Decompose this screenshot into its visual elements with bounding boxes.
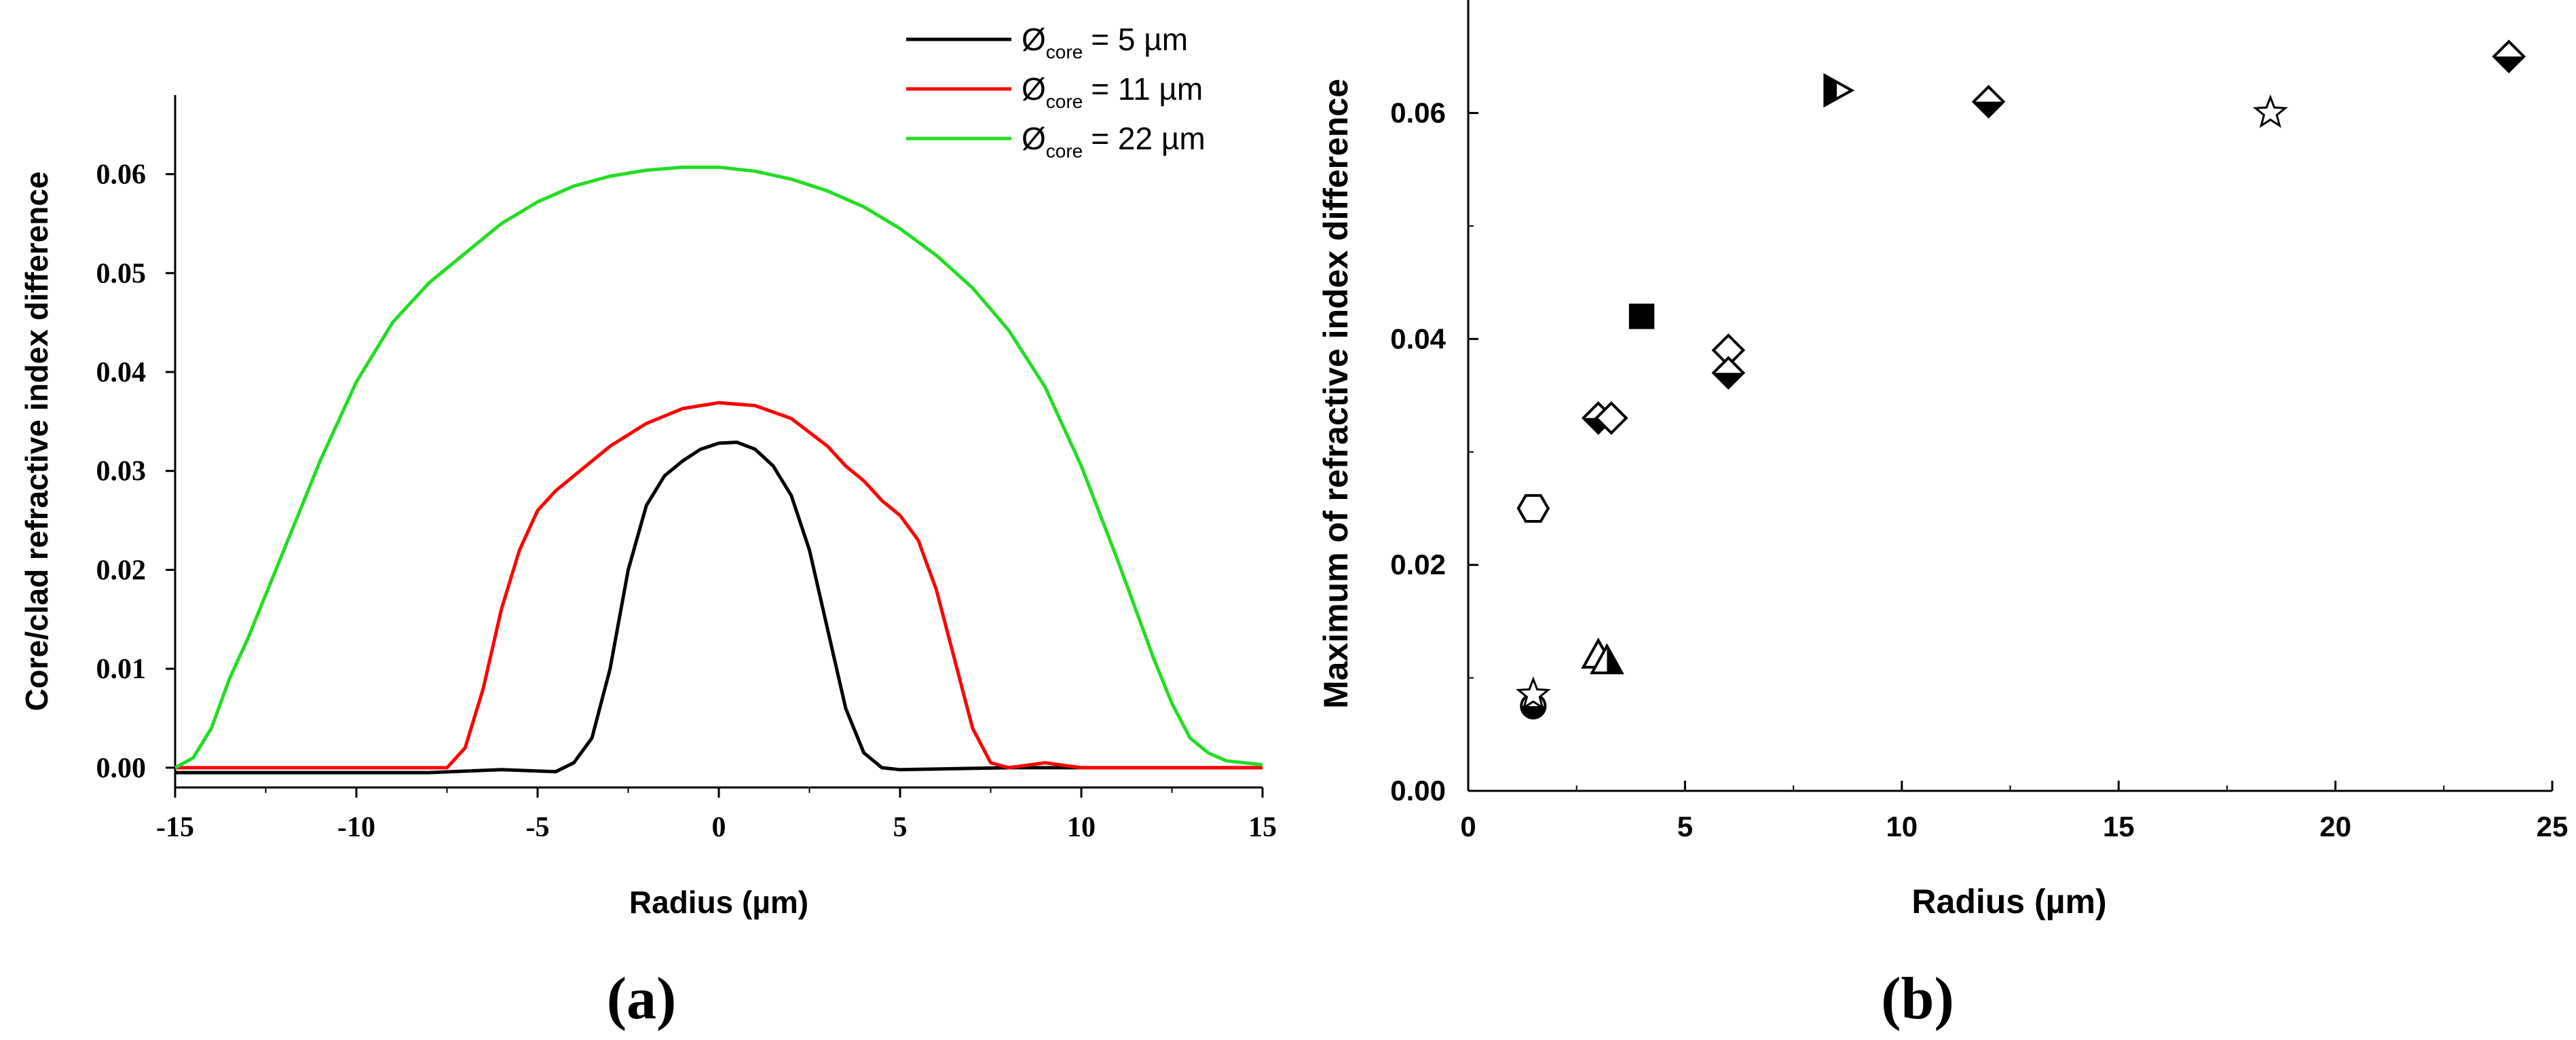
panel-a-label: (a) <box>607 966 677 1032</box>
panel-a-legend: Øcore = 5 µm Øcore = 11 µm Øcore = 22 µm <box>906 22 1206 162</box>
panel-b-x-axis-title: Radius (µm) <box>1911 883 2106 921</box>
panel-a-line-chart: -15 -10 -5 0 5 10 15 0.00 0.01 0.02 0.03 0.04 0.05 0… <box>19 22 1277 1032</box>
panel-a-y-tick-label: 0.03 <box>96 456 147 487</box>
scatter-point-hexagon-open <box>1516 494 1550 523</box>
scatter-point-square-filled <box>1628 303 1655 329</box>
panel-b-x-tick-label: 5 <box>1677 811 1693 842</box>
panel-a-y-tick-label: 0.02 <box>96 555 147 586</box>
panel-b-x-tick-label: 0 <box>1460 811 1476 842</box>
panel-b-label: (b) <box>1881 966 1954 1032</box>
panel-a-y-tick-label: 0.01 <box>96 654 147 685</box>
scatter-point-triangle-half <box>1590 643 1624 675</box>
panel-a-series-line-1 <box>175 441 1263 775</box>
panel-b-y-tick-label: 0.00 <box>1390 775 1446 806</box>
panel-b-x-tick-label: 20 <box>2319 811 2351 842</box>
scatter-point-star-open <box>2252 94 2288 128</box>
panel-a-y-tick-label: 0.00 <box>96 753 147 784</box>
panel-a-y-tick-label: 0.06 <box>96 160 147 191</box>
panel-a-y-axis-title: Core/clad refractive index difference <box>19 171 54 711</box>
panel-b-x-tick-label: 10 <box>1886 811 1918 842</box>
panel-b-scatter-chart: 0 5 10 15 20 25 0.000.020.040.06 Radius (µm) … <box>1317 0 2568 1032</box>
scatter-point-diamond-half-bottom <box>1711 356 1746 390</box>
panel-a-legend-entry: Øcore = 22 µm <box>1022 121 1206 162</box>
panel-a-series-line-2 <box>175 401 1263 770</box>
scatter-point-diamond-open <box>1594 401 1628 435</box>
panel-a-x-tick-label: -5 <box>526 812 550 843</box>
panel-b-y-tick-label: 0.02 <box>1390 549 1446 580</box>
panel-a-y-tick-label: 0.05 <box>96 258 147 289</box>
panel-b-y-axis-title: Maximum of refractive index difference <box>1317 79 1355 709</box>
panel-a-series-line-3 <box>174 165 1263 770</box>
panel-b-x-tick-label: 15 <box>2103 811 2135 842</box>
panel-a-legend-entry: Øcore = 5 µm <box>1022 22 1188 62</box>
panel-a-x-tick-label: -10 <box>337 812 375 843</box>
panel-a-x-axis-title: Radius (µm) <box>629 885 808 920</box>
panel-a-x-tick-label: 0 <box>712 812 726 843</box>
panel-b-y-tick-label: 0.04 <box>1390 322 1446 354</box>
panel-a-legend-entry: Øcore = 11 µm <box>1022 71 1203 112</box>
panel-a-x-tick-label: -15 <box>156 812 194 843</box>
scatter-point-triangle-right-half <box>1823 73 1855 108</box>
panel-b-x-tick-label: 25 <box>2537 811 2569 842</box>
scatter-point-star-open <box>1515 676 1551 710</box>
panel-b-y-tick-label: 0.06 <box>1390 96 1446 128</box>
panel-a-x-tick-label: 10 <box>1067 812 1096 843</box>
panel-a-x-tick-label: 5 <box>893 812 908 843</box>
panel-a-y-tick-label: 0.04 <box>96 357 147 388</box>
scatter-point-diamond-half-bottom <box>1971 84 2006 119</box>
scatter-point-diamond-half-bottom <box>2492 39 2526 74</box>
panel-a-x-tick-label: 15 <box>1248 812 1277 843</box>
